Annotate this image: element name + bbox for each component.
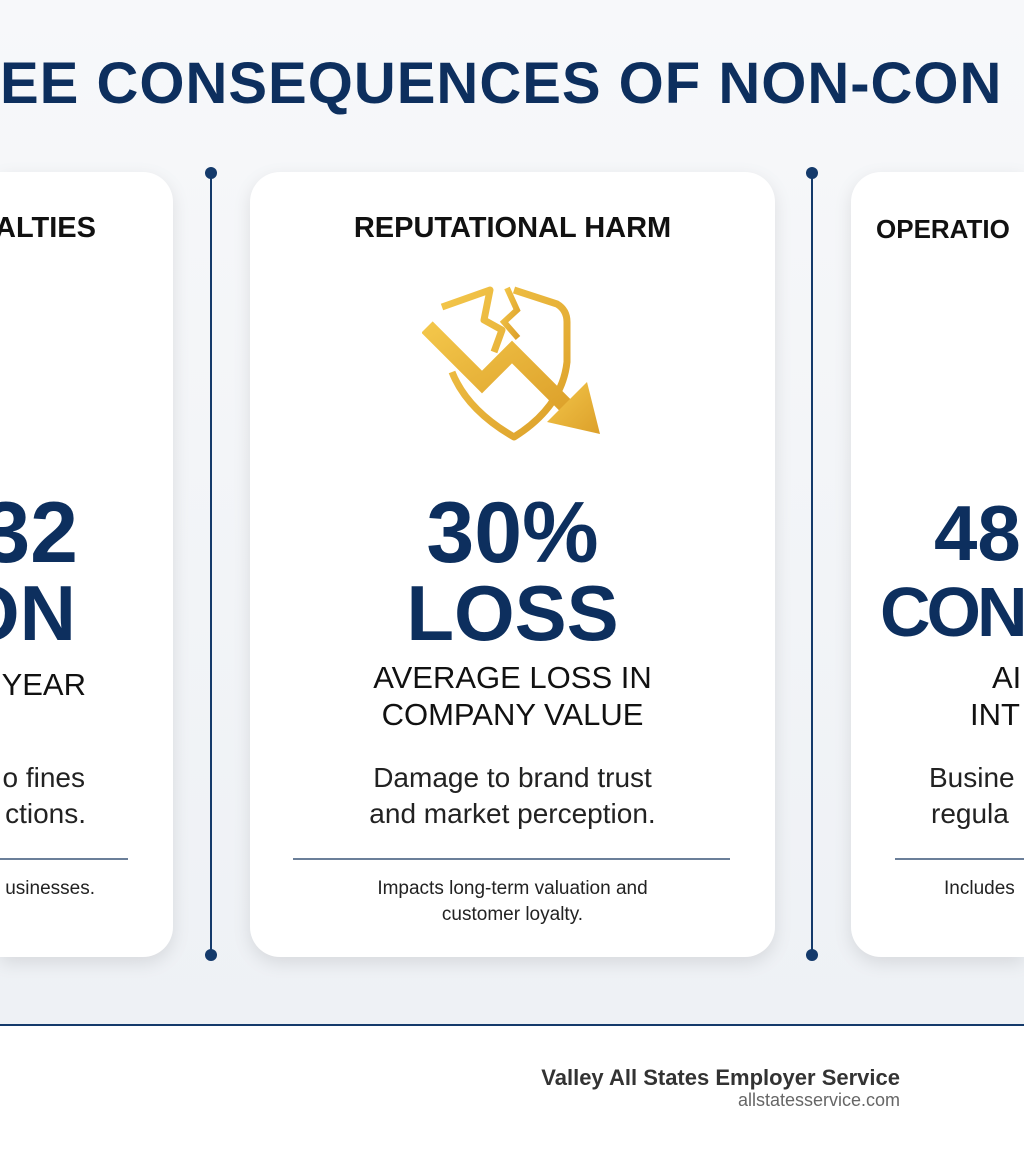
card-subtitle-2: INT: [970, 697, 1020, 732]
card-desc-2: ctions.: [5, 798, 86, 829]
card-divider: [293, 858, 730, 860]
card-desc-1: Damage to brand trust: [373, 762, 652, 793]
card-divider: [0, 858, 128, 860]
card-subtitle-2: COMPANY VALUE: [381, 697, 644, 732]
card-heading: ALTIES: [0, 212, 96, 244]
card-note: Includes: [944, 878, 1015, 899]
footer-rule: [0, 1024, 1024, 1026]
card-desc-2: regula: [931, 798, 1009, 829]
card-divider: [895, 858, 1024, 860]
card-subtitle: YEAR: [1, 667, 86, 702]
card-subtitle-1: AVERAGE LOSS IN: [373, 660, 652, 695]
page-title: EE CONSEQUENCES OF NON-CON: [0, 51, 1003, 116]
footer-brand: Valley All States Employer Service: [541, 1065, 900, 1090]
card-stat: 48: [934, 489, 1021, 577]
card-heading: OPERATIO: [876, 214, 1010, 244]
card-note: usinesses.: [5, 878, 95, 899]
card-stat-unit: ON: [0, 569, 76, 657]
footer: [0, 1026, 1024, 1154]
card-penalties: ALTIES 32 ON YEAR o fines ctions. usines…: [0, 172, 173, 957]
vertical-divider: [205, 167, 217, 961]
divider-dot: [205, 167, 217, 179]
card-desc-2: and market perception.: [369, 798, 656, 829]
footer-url[interactable]: allstatesservice.com: [737, 1090, 900, 1110]
card-desc-1: Busine: [929, 762, 1015, 793]
card-stat-unit: CON: [880, 573, 1024, 651]
card-reputational-harm: REPUTATIONAL HARM 30% LOSS AVERAGE LOSS …: [250, 172, 775, 957]
card-note-1: Impacts long-term valuation and: [377, 878, 648, 899]
card-note-2: customer loyalty.: [441, 904, 584, 925]
broken-shield-down-arrow-icon: [422, 286, 600, 441]
card-stat: 30%: [426, 485, 599, 581]
divider-dot: [806, 949, 818, 961]
card-operational: OPERATIO 48 CON AI INT Busine regula Inc…: [851, 172, 1024, 957]
card-stat-unit: LOSS: [406, 569, 619, 657]
divider-dot: [806, 167, 818, 179]
vertical-divider: [806, 167, 818, 961]
card-heading: REPUTATIONAL HARM: [353, 212, 672, 244]
divider-dot: [205, 949, 217, 961]
card-subtitle-1: AI: [992, 660, 1022, 695]
card-stat: 32: [0, 485, 78, 581]
card-desc-1: o fines: [2, 762, 86, 793]
